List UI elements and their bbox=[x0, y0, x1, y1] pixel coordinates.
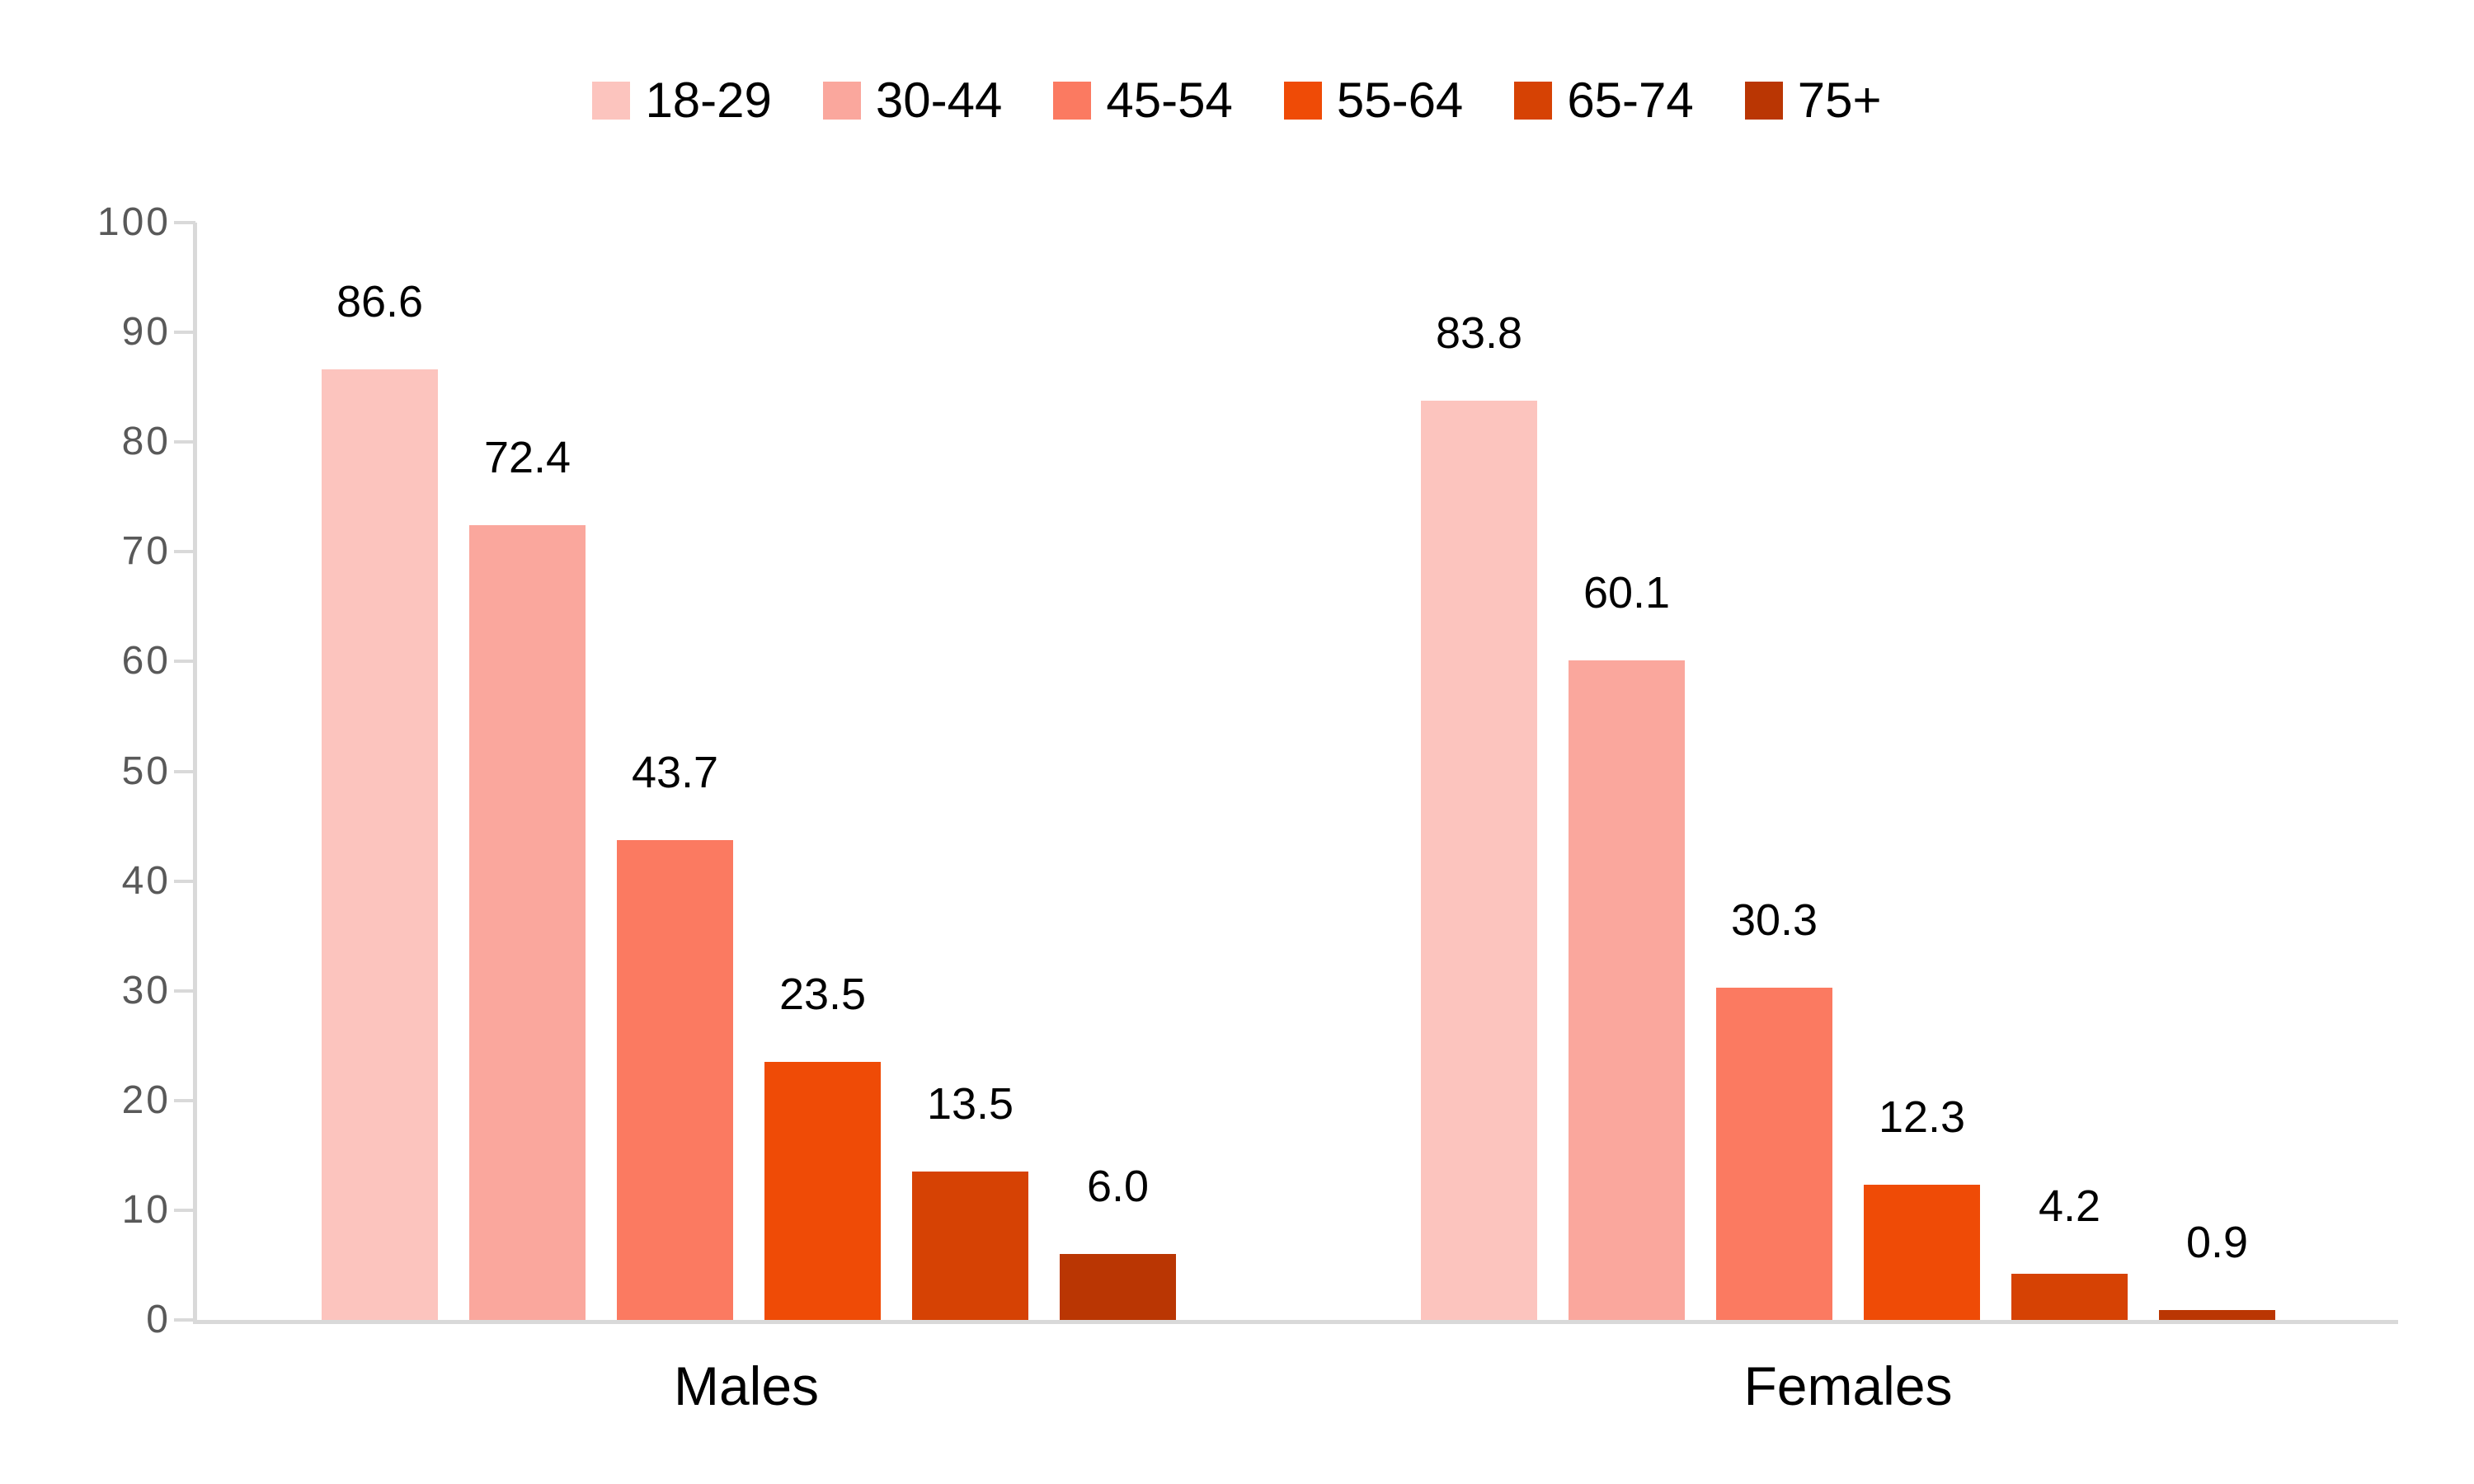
legend-label: 45-54 bbox=[1106, 73, 1233, 128]
bar-value-label: 12.3 bbox=[1878, 1092, 1966, 1143]
y-tick-mark bbox=[174, 879, 195, 883]
legend-item-45-54: 45-54 bbox=[1053, 73, 1233, 128]
bar-value-label: 60.1 bbox=[1583, 568, 1671, 618]
bar-value-label: 86.6 bbox=[336, 277, 424, 327]
bar-rect bbox=[1569, 660, 1685, 1320]
bar-value-label: 6.0 bbox=[1086, 1162, 1150, 1212]
bar-males-55-64: 23.5 bbox=[764, 223, 881, 1320]
legend-swatch-icon bbox=[822, 82, 861, 120]
bar-females-65-74: 4.2 bbox=[2011, 223, 2128, 1320]
bar-females-30-44: 60.1 bbox=[1569, 223, 1685, 1320]
legend-label: 55-64 bbox=[1336, 73, 1464, 128]
bar-rect bbox=[1421, 400, 1537, 1320]
bar-rect bbox=[764, 1062, 881, 1320]
y-tick-label: 90 bbox=[121, 310, 171, 355]
y-tick-mark bbox=[174, 440, 195, 444]
legend-label: 18-29 bbox=[645, 73, 772, 128]
y-tick-label: 30 bbox=[121, 968, 171, 1012]
bar-value-label: 23.5 bbox=[778, 970, 867, 1020]
bar-value-label: 30.3 bbox=[1730, 895, 1818, 945]
bar-rect bbox=[617, 840, 733, 1320]
bar-rect bbox=[1060, 1254, 1176, 1320]
legend-item-75+: 75+ bbox=[1744, 73, 1882, 128]
legend-swatch-icon bbox=[1744, 82, 1783, 120]
y-tick-mark bbox=[174, 769, 195, 773]
legend-item-65-74: 65-74 bbox=[1514, 73, 1694, 128]
legend-item-18-29: 18-29 bbox=[592, 73, 772, 128]
bar-females-75+: 0.9 bbox=[2159, 223, 2275, 1320]
legend: 18-29 30-44 45-54 55-64 65-74 75+ bbox=[0, 76, 2474, 125]
bar-males-75+: 6.0 bbox=[1060, 223, 1176, 1320]
y-tick-label: 70 bbox=[121, 529, 171, 574]
bar-females-18-29: 83.8 bbox=[1421, 223, 1537, 1320]
bar-males-65-74: 13.5 bbox=[912, 223, 1028, 1320]
bar-value-label: 0.9 bbox=[2185, 1218, 2249, 1268]
bar-males-18-29: 86.6 bbox=[322, 223, 438, 1320]
legend-label: 65-74 bbox=[1567, 73, 1694, 128]
bar-group-females: 83.8 60.1 30.3 12.3 4.2 0.9 bbox=[1421, 223, 2275, 1320]
y-tick-mark bbox=[174, 660, 195, 664]
y-tick-label: 0 bbox=[146, 1298, 171, 1341]
y-tick-mark bbox=[174, 1098, 195, 1102]
y-tick-label: 10 bbox=[121, 1187, 171, 1232]
y-tick-mark bbox=[174, 331, 195, 335]
legend-swatch-icon bbox=[1514, 82, 1553, 120]
y-tick-mark bbox=[174, 221, 195, 224]
bar-value-label: 13.5 bbox=[926, 1079, 1014, 1129]
y-tick-label: 100 bbox=[96, 200, 171, 244]
y-tick-label: 80 bbox=[121, 420, 171, 464]
y-tick-mark bbox=[174, 550, 195, 554]
bar-value-label: 43.7 bbox=[631, 748, 719, 798]
legend-label: 75+ bbox=[1797, 73, 1882, 128]
bar-value-label: 72.4 bbox=[483, 433, 571, 483]
bar-females-45-54: 30.3 bbox=[1716, 223, 1832, 1320]
legend-item-55-64: 55-64 bbox=[1283, 73, 1464, 128]
bar-rect bbox=[469, 525, 586, 1320]
legend-swatch-icon bbox=[1283, 82, 1322, 120]
bar-value-label: 4.2 bbox=[2038, 1181, 2101, 1232]
bar-rect bbox=[1864, 1185, 1980, 1320]
y-axis-line bbox=[193, 223, 197, 1324]
bar-group-males: 86.6 72.4 43.7 23.5 13.5 6.0 bbox=[322, 223, 1176, 1320]
x-axis-line bbox=[195, 1320, 2398, 1324]
bar-females-55-64: 12.3 bbox=[1864, 223, 1980, 1320]
legend-swatch-icon bbox=[592, 82, 631, 120]
category-label-females: Females bbox=[1743, 1355, 1953, 1416]
y-tick-label: 50 bbox=[121, 749, 171, 793]
bar-rect bbox=[2159, 1310, 2275, 1320]
bar-rect bbox=[322, 369, 438, 1320]
y-tick-mark bbox=[174, 1318, 195, 1322]
legend-label: 30-44 bbox=[875, 73, 1003, 128]
bar-rect bbox=[2011, 1274, 2128, 1320]
bar-males-45-54: 43.7 bbox=[617, 223, 733, 1320]
y-tick-mark bbox=[174, 989, 195, 993]
y-tick-label: 20 bbox=[121, 1078, 171, 1122]
bar-value-label: 83.8 bbox=[1435, 308, 1523, 358]
y-tick-label: 60 bbox=[121, 639, 171, 683]
bar-rect bbox=[1716, 987, 1832, 1320]
legend-swatch-icon bbox=[1053, 82, 1092, 120]
category-label-males: Males bbox=[673, 1355, 820, 1416]
y-tick-label: 40 bbox=[121, 858, 171, 903]
bar-males-30-44: 72.4 bbox=[469, 223, 586, 1320]
legend-item-30-44: 30-44 bbox=[822, 73, 1003, 128]
y-tick-mark bbox=[174, 1208, 195, 1212]
bar-rect bbox=[912, 1172, 1028, 1320]
